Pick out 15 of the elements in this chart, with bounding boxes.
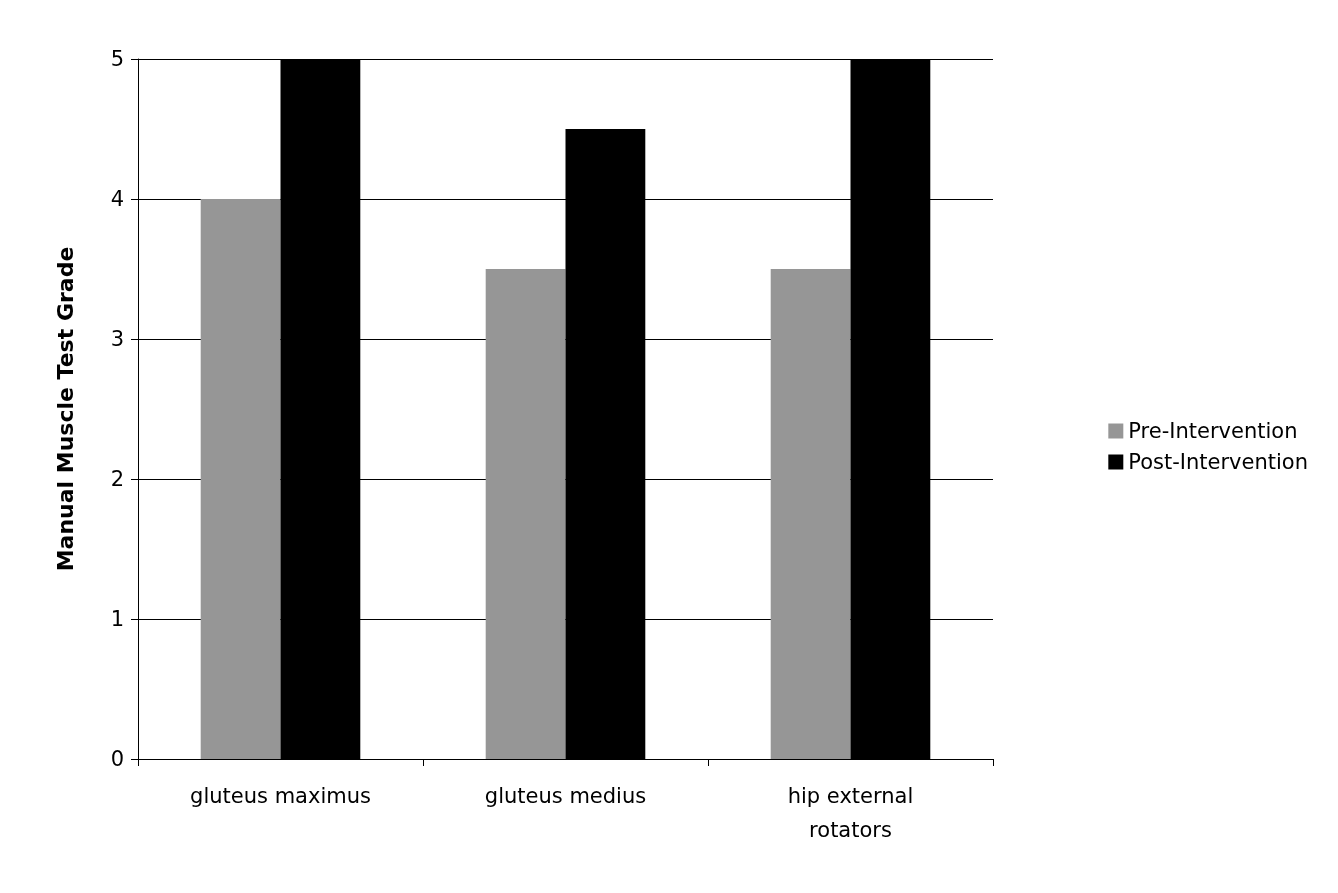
y-tick-label: 3	[110, 327, 124, 351]
y-tick-label: 4	[110, 187, 124, 211]
bar	[200, 199, 281, 759]
legend-label: Post-Intervention	[1128, 450, 1309, 474]
y-tick-label: 0	[110, 747, 124, 771]
x-tick-label: gluteus medius	[484, 784, 647, 808]
x-tick-label: hip external rotators	[787, 784, 914, 842]
legend-label: Pre-Intervention	[1128, 419, 1298, 443]
bar	[770, 269, 851, 759]
y-axis-title: Manual Muscle Test Grade	[52, 246, 78, 572]
bar	[485, 269, 566, 759]
y-tick-label: 5	[110, 47, 124, 71]
y-tick-label: 1	[110, 607, 124, 631]
y-tick-label: 2	[110, 467, 124, 491]
x-tick-label: gluteus maximus	[190, 784, 371, 808]
